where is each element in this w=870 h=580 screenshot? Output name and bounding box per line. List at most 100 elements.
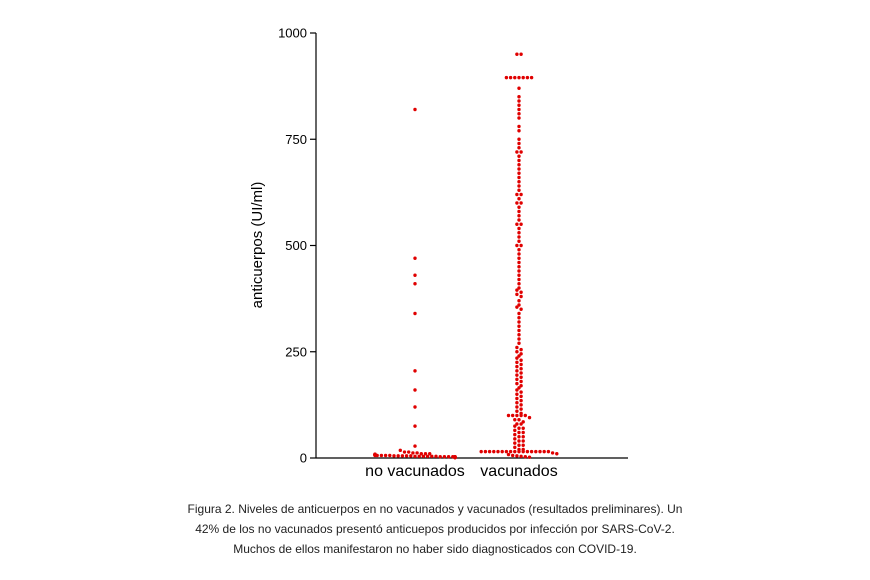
data-point bbox=[402, 450, 407, 454]
data-point bbox=[515, 150, 519, 154]
data-point bbox=[519, 307, 523, 311]
data-point bbox=[483, 449, 488, 454]
data-point bbox=[517, 418, 521, 422]
data-point bbox=[413, 388, 417, 392]
data-point bbox=[434, 454, 438, 458]
figure-caption: Figura 2. Niveles de anticuerpos en no v… bbox=[0, 499, 870, 559]
data-point bbox=[523, 413, 527, 418]
data-point bbox=[400, 454, 405, 458]
data-point bbox=[515, 396, 519, 401]
data-point bbox=[517, 354, 521, 358]
data-point bbox=[425, 454, 430, 458]
data-point bbox=[515, 305, 519, 309]
data-point bbox=[513, 437, 517, 441]
data-point bbox=[517, 112, 521, 116]
data-point bbox=[546, 449, 551, 454]
data-point bbox=[525, 449, 530, 454]
data-point bbox=[517, 146, 521, 150]
data-point bbox=[517, 273, 521, 277]
data-point bbox=[519, 294, 523, 299]
data-point bbox=[519, 362, 523, 367]
data-point bbox=[428, 452, 432, 456]
caption-line-3: Muchos de ellos manifestaron no haber si… bbox=[233, 542, 637, 556]
data-point bbox=[515, 243, 519, 248]
caption-line-1: Figura 2. Niveles de anticuerpos en no v… bbox=[187, 502, 683, 516]
data-point bbox=[521, 449, 525, 454]
data-point bbox=[515, 360, 519, 365]
data-point bbox=[534, 449, 538, 454]
data-point bbox=[517, 197, 521, 201]
data-point bbox=[517, 248, 521, 252]
data-point bbox=[413, 273, 417, 277]
data-point bbox=[517, 299, 521, 303]
data-point bbox=[517, 167, 521, 171]
data-point bbox=[519, 347, 523, 352]
data-point bbox=[508, 75, 513, 80]
data-point bbox=[529, 449, 534, 454]
data-point bbox=[517, 231, 521, 235]
data-point bbox=[506, 452, 511, 457]
data-point bbox=[515, 377, 519, 382]
data-point bbox=[515, 381, 519, 386]
y-tick-label: 500 bbox=[285, 238, 307, 253]
data-point bbox=[519, 407, 523, 411]
data-point bbox=[506, 413, 511, 418]
data-point bbox=[517, 116, 521, 120]
data-point bbox=[517, 205, 521, 209]
data-point bbox=[515, 373, 519, 377]
data-point bbox=[517, 269, 521, 273]
data-point bbox=[500, 449, 504, 454]
data-point bbox=[413, 369, 417, 373]
data-point bbox=[496, 449, 500, 454]
data-point bbox=[517, 163, 521, 167]
data-point bbox=[519, 403, 523, 407]
data-point bbox=[519, 454, 523, 458]
data-point bbox=[515, 364, 519, 369]
data-point bbox=[517, 154, 521, 158]
data-point bbox=[430, 454, 434, 458]
data-point bbox=[413, 424, 417, 428]
data-point bbox=[513, 428, 517, 433]
data-point bbox=[513, 445, 517, 450]
data-point bbox=[517, 107, 521, 112]
data-point bbox=[521, 430, 525, 435]
data-point bbox=[515, 288, 519, 292]
data-point bbox=[513, 424, 517, 428]
data-point bbox=[417, 454, 421, 458]
data-point bbox=[517, 337, 521, 341]
data-point bbox=[521, 75, 525, 80]
x-category-label: no vacunados bbox=[365, 463, 465, 480]
data-point bbox=[515, 454, 519, 458]
data-point bbox=[517, 218, 521, 222]
data-point bbox=[527, 415, 532, 420]
data-point bbox=[517, 265, 521, 269]
data-point bbox=[550, 451, 555, 455]
data-point bbox=[555, 452, 559, 456]
data-point bbox=[519, 52, 523, 56]
data-point bbox=[442, 455, 447, 459]
data-point bbox=[438, 455, 442, 459]
data-point bbox=[519, 390, 523, 394]
data-point bbox=[487, 449, 492, 454]
data-point bbox=[521, 443, 525, 447]
data-point bbox=[515, 401, 519, 405]
data-point bbox=[517, 324, 521, 328]
data-point bbox=[517, 449, 521, 454]
data-point bbox=[517, 95, 521, 99]
data-point bbox=[388, 453, 392, 458]
data-point bbox=[511, 413, 515, 418]
data-point bbox=[515, 222, 519, 226]
data-point bbox=[413, 107, 417, 112]
data-point bbox=[513, 432, 517, 437]
data-point bbox=[517, 141, 521, 146]
data-point bbox=[517, 158, 521, 163]
data-point bbox=[515, 405, 519, 409]
data-point bbox=[517, 214, 521, 218]
data-point bbox=[504, 75, 509, 80]
data-point bbox=[413, 282, 417, 286]
data-point bbox=[392, 454, 396, 458]
data-point bbox=[375, 453, 379, 458]
data-point bbox=[515, 201, 519, 205]
data-point bbox=[519, 371, 523, 375]
data-point bbox=[519, 375, 523, 379]
